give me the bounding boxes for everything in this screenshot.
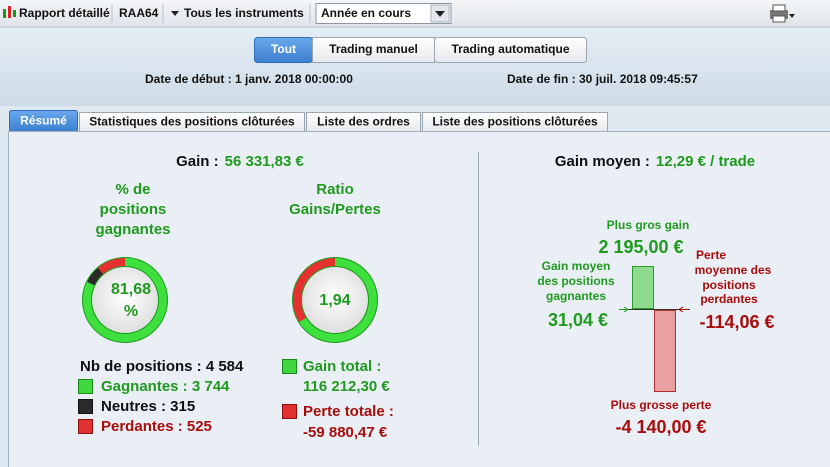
tab-summary[interactable]: Résumé [9,110,78,132]
filter-label: Trading automatique [451,42,569,56]
period-select[interactable]: Année en cours [315,3,452,24]
gain-line: Gain : 56 331,83 € [176,153,304,170]
average-value: 12,29 € / trade [656,153,755,170]
max-loss-label: Plus grosse perte [611,398,712,412]
avg-gain-label: Gain moyen [542,259,611,273]
avg-gain-value: 31,04 € [548,310,608,330]
average-line: Gain moyen : 12,29 € / trade [555,153,755,170]
donut-value: 81,68 [111,281,151,298]
tab-positions[interactable]: Liste des positions clôturées [422,112,608,132]
avg-gain-label: des positions [537,274,615,288]
gain-value: 56 331,83 € [225,153,305,170]
tab-stats[interactable]: Statistiques des positions clôturées [79,112,305,132]
legend-swatch [282,359,297,374]
avg-loss-label: moyenne des [695,263,772,277]
donut-value: 1,94 [319,292,350,309]
donut-title: positions [100,201,167,218]
win-rate-donut [82,257,168,343]
donut-title: gagnantes [95,221,170,238]
max-gain-label: Plus gros gain [607,218,690,232]
filter-manual[interactable]: Trading manuel [312,37,435,63]
donut-title: Gains/Pertes [289,201,381,218]
filter-label: Trading manuel [329,42,418,56]
donut-title: Ratio [316,181,354,198]
report-button[interactable]: Rapport détaillé [19,6,110,20]
legend-swatch [78,379,93,394]
tab-label: Statistiques des positions clôturées [89,115,295,129]
positions-neutral: Neutres : 315 [101,398,195,415]
legend-swatch [78,399,93,414]
tab-label: Résumé [20,114,67,128]
instruments-dropdown[interactable]: Tous les instruments [184,6,304,20]
tab-label: Liste des positions clôturées [432,115,598,129]
gain-label: Gain : [176,153,219,170]
range-bars [619,266,690,392]
positions-total: Nb de positions : 4 584 [80,358,244,375]
report-icon [3,6,16,18]
filter-label: Tout [271,42,296,56]
start-date: Date de début : 1 janv. 2018 00:00:00 [145,72,353,86]
ratio-donut [292,257,378,343]
print-button[interactable] [770,4,795,23]
avg-gain-label: gagnantes [546,289,606,303]
avg-loss-label: perdantes [700,292,758,306]
account-label: RAA64 [119,6,159,20]
total-loss-value: -59 880,47 € [303,424,388,441]
period-value: Année en cours [321,6,411,20]
tab-label: Liste des ordres [317,115,410,129]
legend-swatch [78,419,93,434]
dropdown-arrow [171,11,179,16]
total-loss-label: Perte totale : [303,403,394,420]
max-gain-value: 2 195,00 € [598,237,683,257]
positions-winning: Gagnantes : 3 744 [101,378,230,395]
total-gain-value: 116 212,30 € [303,378,390,395]
total-gain-label: Gain total : [303,358,381,375]
end-date: Date de fin : 30 juil. 2018 09:45:57 [507,72,698,86]
tab-orders[interactable]: Liste des ordres [306,112,421,132]
donut-value: % [124,303,138,320]
positions-losing: Perdantes : 525 [101,418,212,435]
donut-title: % de [115,181,150,198]
avg-loss-label: positions [702,278,756,292]
max-loss-value: -4 140,00 € [615,417,706,437]
filter-auto[interactable]: Trading automatique [434,37,587,63]
filter-tout[interactable]: Tout [254,37,313,63]
legend-swatch [282,404,297,419]
avg-loss-label: Perte [696,248,726,262]
avg-loss-value: -114,06 € [699,312,774,332]
average-label: Gain moyen : [555,153,650,170]
